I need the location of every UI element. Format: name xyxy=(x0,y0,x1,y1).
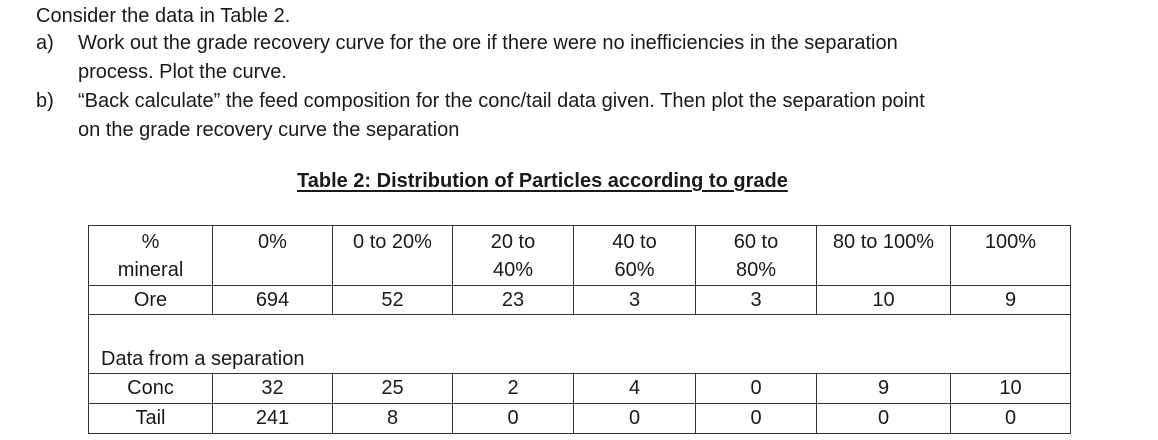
row-label: Conc xyxy=(88,373,213,404)
table-cell: 9 xyxy=(950,285,1071,315)
header-cell: 0 to 20% xyxy=(332,225,453,286)
table-row-ore: Ore 694 52 23 3 3 10 9 xyxy=(88,285,1071,315)
question-b-letter: b) xyxy=(36,90,54,112)
header-cell: 40 to 60% xyxy=(573,225,696,286)
table-cell: 4 xyxy=(573,373,696,404)
table-cell: 2 xyxy=(452,373,574,404)
header-cell: 60 to 80% xyxy=(695,225,817,286)
table-cell: 10 xyxy=(950,373,1071,404)
question-a-line-2: process. Plot the curve. xyxy=(78,61,287,83)
intro-text: Consider the data in Table 2. xyxy=(36,5,291,27)
table-cell: 241 xyxy=(212,403,333,434)
table-cell: 0 xyxy=(452,403,574,434)
header-cell: 100% xyxy=(950,225,1071,286)
question-a-letter: a) xyxy=(36,32,54,54)
separation-label: Data from a separation xyxy=(88,314,1071,374)
distribution-table: % mineral 0% 0 to 20% 20 to 40% 40 to 60% 6… xyxy=(88,225,1071,434)
table-cell: 0 xyxy=(816,403,951,434)
header-cell: % mineral xyxy=(88,225,213,286)
table-cell: 3 xyxy=(573,285,696,315)
question-b-text: “Back calculate” the feed composition fo… xyxy=(78,87,925,145)
table-cell: 10 xyxy=(816,285,951,315)
table-cell: 0 xyxy=(695,403,817,434)
separation-label-row: Data from a separation xyxy=(88,314,1071,374)
table-title: Table 2: Distribution of Particles accor… xyxy=(297,170,788,192)
table-cell: 0 xyxy=(695,373,817,404)
row-label: Ore xyxy=(88,285,213,315)
table-cell: 52 xyxy=(332,285,453,315)
header-cell: 20 to 40% xyxy=(452,225,574,286)
question-a-text: Work out the grade recovery curve for th… xyxy=(78,29,898,87)
table-cell: 0 xyxy=(950,403,1071,434)
table-cell: 8 xyxy=(332,403,453,434)
table-cell: 0 xyxy=(573,403,696,434)
table-row-tail: Tail 241 8 0 0 0 0 0 xyxy=(88,403,1071,434)
header-cell: 80 to 100% xyxy=(816,225,951,286)
question-b-line-2: on the grade recovery curve the separati… xyxy=(78,119,460,141)
table-cell: 3 xyxy=(695,285,817,315)
table-header-row: % mineral 0% 0 to 20% 20 to 40% 40 to 60% 6… xyxy=(88,225,1071,286)
table-cell: 32 xyxy=(212,373,333,404)
row-label: Tail xyxy=(88,403,213,434)
table-cell: 9 xyxy=(816,373,951,404)
table-cell: 25 xyxy=(332,373,453,404)
table-cell: 694 xyxy=(212,285,333,315)
table-row-conc: Conc 32 25 2 4 0 9 10 xyxy=(88,373,1071,404)
header-cell: 0% xyxy=(212,225,333,286)
question-a-line-1: Work out the grade recovery curve for th… xyxy=(78,32,898,54)
table-cell: 23 xyxy=(452,285,574,315)
question-b-line-1: “Back calculate” the feed composition fo… xyxy=(78,90,925,112)
